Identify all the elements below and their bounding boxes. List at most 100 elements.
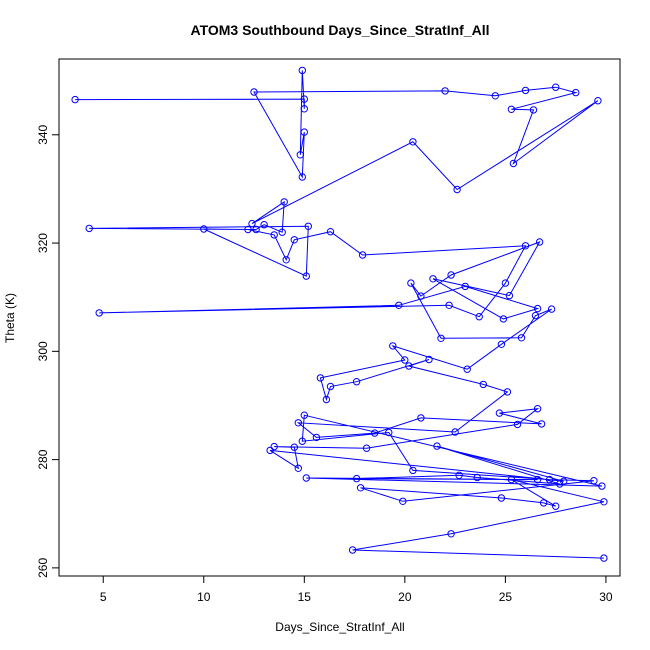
data-point [473,473,481,482]
data-point [200,225,208,233]
data-point [552,83,560,91]
data-point [371,429,379,437]
x-tick-label: 30 [599,590,613,604]
y-tick-label: 340 [36,124,50,144]
data-point [547,305,556,313]
data-point [572,88,580,97]
data-point [521,86,530,95]
data-point [556,480,564,488]
data-point [445,301,453,309]
data-point [491,92,499,100]
y-axis: 260 280 300 320 340 [36,124,60,578]
y-tick-label: 280 [36,449,50,469]
data-point [600,498,608,506]
data-point [302,474,310,482]
x-axis-label: Days_Since_StratInf_All [275,620,404,634]
data-point [598,482,606,490]
data-point [266,446,274,455]
series-lines [75,70,605,559]
data-point [294,464,302,472]
data-point [509,159,518,168]
data-point [300,411,308,419]
data-point [312,433,321,442]
data-point [590,477,598,485]
data-point [270,231,278,239]
data-point [552,502,560,510]
data-point [417,292,425,300]
data-point [356,484,365,492]
data-point [302,272,310,280]
x-tick-label: 5 [100,590,107,604]
data-point [499,315,508,323]
data-point [326,228,335,236]
data-point [535,238,544,246]
data-point [260,221,268,229]
data-point [539,499,548,507]
data-point [517,334,526,342]
data-point [495,409,504,417]
data-point [352,378,361,386]
data-point [348,546,357,554]
data-point [298,437,306,445]
data-point [433,442,441,450]
series-line [75,70,605,559]
data-point [300,105,308,113]
data-point [244,225,252,234]
data-point [533,405,542,413]
data-point [533,475,542,484]
data-point [429,275,437,283]
data-point [282,256,290,264]
y-tick-label: 260 [36,558,50,578]
data-point [507,475,516,484]
data-point [451,428,459,436]
data-point [594,97,602,105]
data-point [298,66,306,75]
data-point [447,530,455,538]
y-tick-label: 300 [36,341,50,361]
y-tick-label: 320 [36,233,50,253]
data-point [545,475,554,484]
series-points [71,66,608,562]
data-point [280,198,288,206]
data-point [248,219,256,228]
data-point [600,554,608,562]
data-point [461,282,469,291]
data-point [278,228,286,236]
data-point [362,444,371,452]
data-point [296,151,304,159]
data-point [409,138,417,146]
data-point [250,88,258,96]
x-tick-label: 15 [298,590,312,604]
data-point [71,95,79,104]
data-point [352,474,361,483]
data-point [537,420,546,428]
data-point [497,494,506,502]
data-point [95,309,103,317]
data-point [505,291,514,300]
data-point [290,443,298,451]
data-point [417,414,425,422]
data-point [479,380,487,389]
data-point [399,497,407,505]
data-point [513,420,522,429]
data-point [497,340,506,348]
data-point [529,106,538,114]
data-point [358,251,367,259]
chart-title: ATOM3 Southbound Days_Since_StratInf_All [191,22,490,38]
data-point [425,355,433,364]
data-point [316,374,325,382]
data-point [441,87,449,95]
data-point [252,225,260,234]
data-point [409,466,417,475]
data-point [395,301,403,309]
y-axis-label: Theta (K) [3,293,17,343]
data-point [405,362,413,370]
data-point [401,356,409,364]
x-axis: 5 10 15 20 25 30 [100,575,613,604]
data-point [407,279,415,287]
data-point [389,342,397,350]
data-point [298,173,306,181]
data-point [270,442,278,451]
